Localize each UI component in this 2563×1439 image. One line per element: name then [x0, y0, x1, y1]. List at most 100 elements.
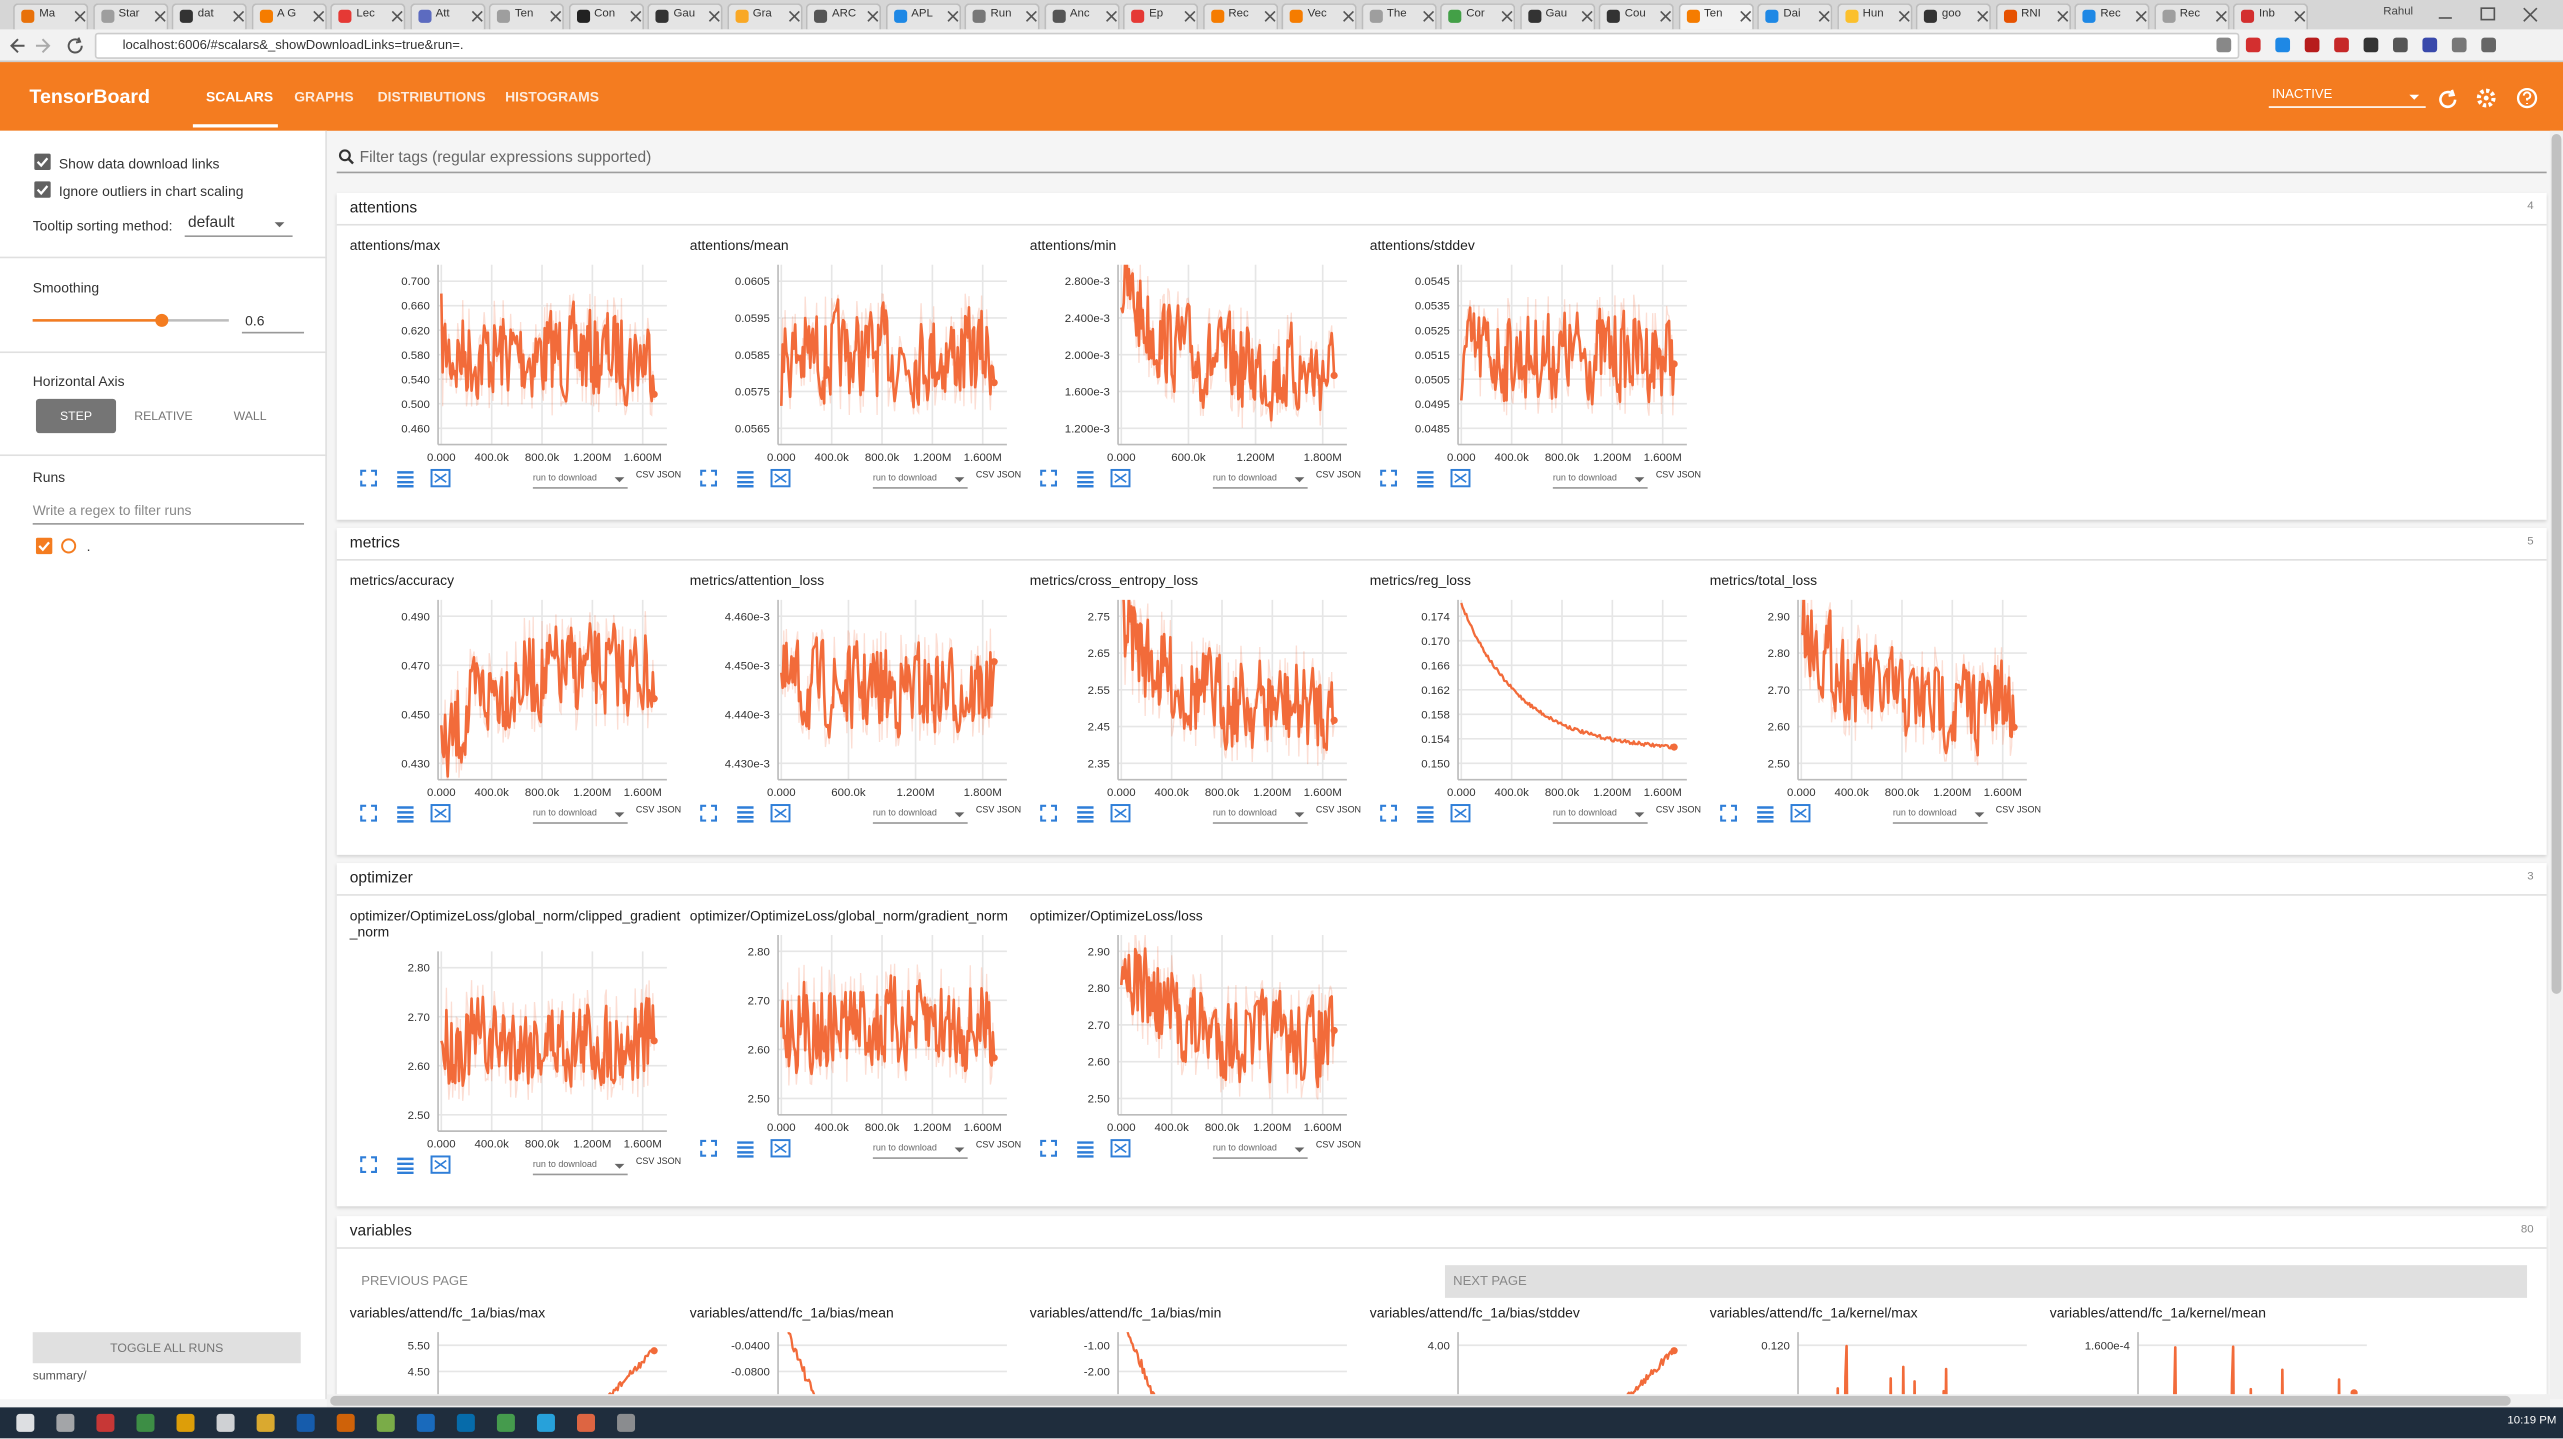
y-tick-label: 4.440e-3: [725, 709, 770, 721]
section-name[interactable]: variables: [349, 1222, 412, 1241]
run-select[interactable]: run to download: [532, 809, 597, 819]
status-select[interactable]: INACTIVE: [2272, 86, 2333, 102]
smoothing-slider[interactable]: [32, 311, 237, 331]
browser-tab[interactable]: The: [1360, 3, 1436, 30]
run-select[interactable]: run to download: [1892, 809, 1957, 819]
json-link[interactable]: JSON: [657, 805, 682, 816]
csv-link[interactable]: CSV: [635, 470, 655, 481]
scalar-chart: 0.174 0.170 0.166 0.162 0.158 0.154 0.150 0.000…: [1421, 599, 1687, 799]
run-select[interactable]: run to download: [872, 1144, 937, 1155]
browser-tab[interactable]: Ten: [488, 3, 564, 30]
csv-link[interactable]: CSV: [635, 1157, 655, 1168]
nav-tab[interactable]: GRAPHS: [294, 88, 354, 105]
json-link[interactable]: JSON: [657, 1157, 682, 1168]
run-select[interactable]: run to download: [872, 474, 937, 484]
tab-favicon: [576, 9, 590, 23]
browser-tab[interactable]: dat: [171, 3, 247, 30]
csv-link[interactable]: CSV: [1315, 1140, 1335, 1151]
run-select[interactable]: run to download: [1552, 474, 1617, 484]
run-select[interactable]: run to download: [1212, 809, 1277, 819]
next-page[interactable]: NEXT PAGE: [1444, 1265, 2528, 1298]
y-tick-label: 2.55: [1088, 685, 1110, 697]
json-link[interactable]: JSON: [997, 470, 1022, 481]
section-name[interactable]: attentions: [349, 199, 418, 218]
browser-tab[interactable]: RNI: [1994, 3, 2071, 30]
browser-tab[interactable]: Con: [568, 3, 644, 30]
browser-tab[interactable]: ARC: [805, 3, 882, 30]
tab-close: [470, 10, 482, 22]
run-select[interactable]: run to download: [872, 809, 937, 819]
csv-link[interactable]: CSV: [975, 805, 995, 816]
browser-tab[interactable]: APL: [885, 3, 961, 30]
section-name[interactable]: metrics: [349, 534, 400, 553]
tag-filter[interactable]: Filter tags (regular expressions support…: [359, 148, 652, 167]
select-value[interactable]: default: [187, 214, 235, 233]
browser-tab[interactable]: Dai: [1757, 3, 1833, 30]
csv-link[interactable]: CSV: [1995, 805, 2015, 816]
last-point: [990, 1054, 998, 1062]
browser-tab[interactable]: Cou: [1598, 3, 1674, 30]
y-tick-label: -2.00: [1084, 1366, 1110, 1378]
browser-tab[interactable]: Gau: [647, 3, 723, 30]
browser-tab[interactable]: Cor: [1440, 3, 1516, 30]
browser-tab[interactable]: Inb: [2232, 3, 2309, 30]
nav-tab[interactable]: DISTRIBUTIONS: [377, 88, 486, 105]
browser-tab[interactable]: Anc: [1043, 3, 1119, 30]
json-link[interactable]: JSON: [997, 1140, 1022, 1151]
json-link[interactable]: JSON: [1337, 1140, 1362, 1151]
csv-link[interactable]: CSV: [975, 1140, 995, 1151]
json-link[interactable]: JSON: [657, 470, 682, 481]
browser-tab[interactable]: Hun: [1836, 3, 1912, 30]
browser-tab[interactable]: Gau: [1519, 3, 1595, 30]
axis-button[interactable]: RELATIVE: [134, 408, 193, 424]
browser-tab[interactable]: Rec: [2074, 3, 2150, 30]
tab-title: Cor: [1466, 8, 1485, 20]
axis-button[interactable]: WALL: [233, 408, 267, 424]
json-link[interactable]: JSON: [1337, 805, 1362, 816]
browser-tab[interactable]: Lec: [330, 3, 406, 30]
json-link[interactable]: JSON: [1677, 470, 1702, 481]
json-link[interactable]: JSON: [997, 805, 1022, 816]
checkbox[interactable]: [34, 181, 51, 198]
browser-tab[interactable]: Ten: [1677, 3, 1754, 30]
run-select[interactable]: run to download: [1212, 1144, 1277, 1155]
browser-tab[interactable]: Ep: [1122, 3, 1199, 30]
run-select[interactable]: run to download: [532, 474, 597, 484]
browser-tab[interactable]: Star: [92, 3, 168, 30]
prev-page[interactable]: PREVIOUS PAGE: [361, 1273, 468, 1289]
run-select[interactable]: run to download: [1552, 809, 1617, 819]
browser-tab[interactable]: Gra: [726, 3, 802, 30]
run-select[interactable]: run to download: [532, 1160, 597, 1171]
toggle-runs[interactable]: TOGGLE ALL RUNS: [32, 1332, 301, 1364]
nav-tab[interactable]: HISTOGRAMS: [505, 88, 600, 105]
json-link[interactable]: JSON: [1677, 805, 1702, 816]
json-link[interactable]: JSON: [2017, 805, 2042, 816]
section-name[interactable]: optimizer: [349, 869, 413, 888]
csv-link[interactable]: CSV: [975, 470, 995, 481]
browser-tab[interactable]: Att: [409, 3, 485, 30]
run-select[interactable]: run to download: [1212, 474, 1277, 484]
browser-tab[interactable]: A G: [250, 3, 327, 30]
csv-link[interactable]: CSV: [635, 805, 655, 816]
tab-favicon: [2003, 9, 2017, 23]
url-field[interactable]: localhost:6006/#scalars&_showDownloadLin…: [94, 32, 2240, 59]
browser-tab[interactable]: Vec: [1281, 3, 1357, 30]
axis-button[interactable]: STEP: [35, 398, 117, 434]
json-link[interactable]: JSON: [1337, 470, 1362, 481]
browser-tab[interactable]: Rec: [1202, 3, 1278, 30]
browser-tab[interactable]: Rec: [2153, 3, 2229, 30]
browser-tab[interactable]: Run: [964, 3, 1040, 30]
smoothing-value[interactable]: 0.6: [245, 312, 265, 329]
csv-link[interactable]: CSV: [1315, 805, 1335, 816]
tab-close: [867, 10, 879, 22]
csv-link[interactable]: CSV: [1315, 470, 1335, 481]
dropdown-arrow: [954, 477, 965, 483]
runs-filter[interactable]: Write a regex to filter runs: [32, 501, 192, 519]
browser-tab[interactable]: goo: [1915, 3, 1991, 30]
csv-link[interactable]: CSV: [1655, 805, 1675, 816]
nav-tab[interactable]: SCALARS: [205, 88, 274, 105]
csv-link[interactable]: CSV: [1655, 470, 1675, 481]
checkbox[interactable]: [35, 537, 53, 555]
browser-tab[interactable]: Ma: [13, 3, 89, 30]
checkbox[interactable]: [34, 153, 51, 170]
